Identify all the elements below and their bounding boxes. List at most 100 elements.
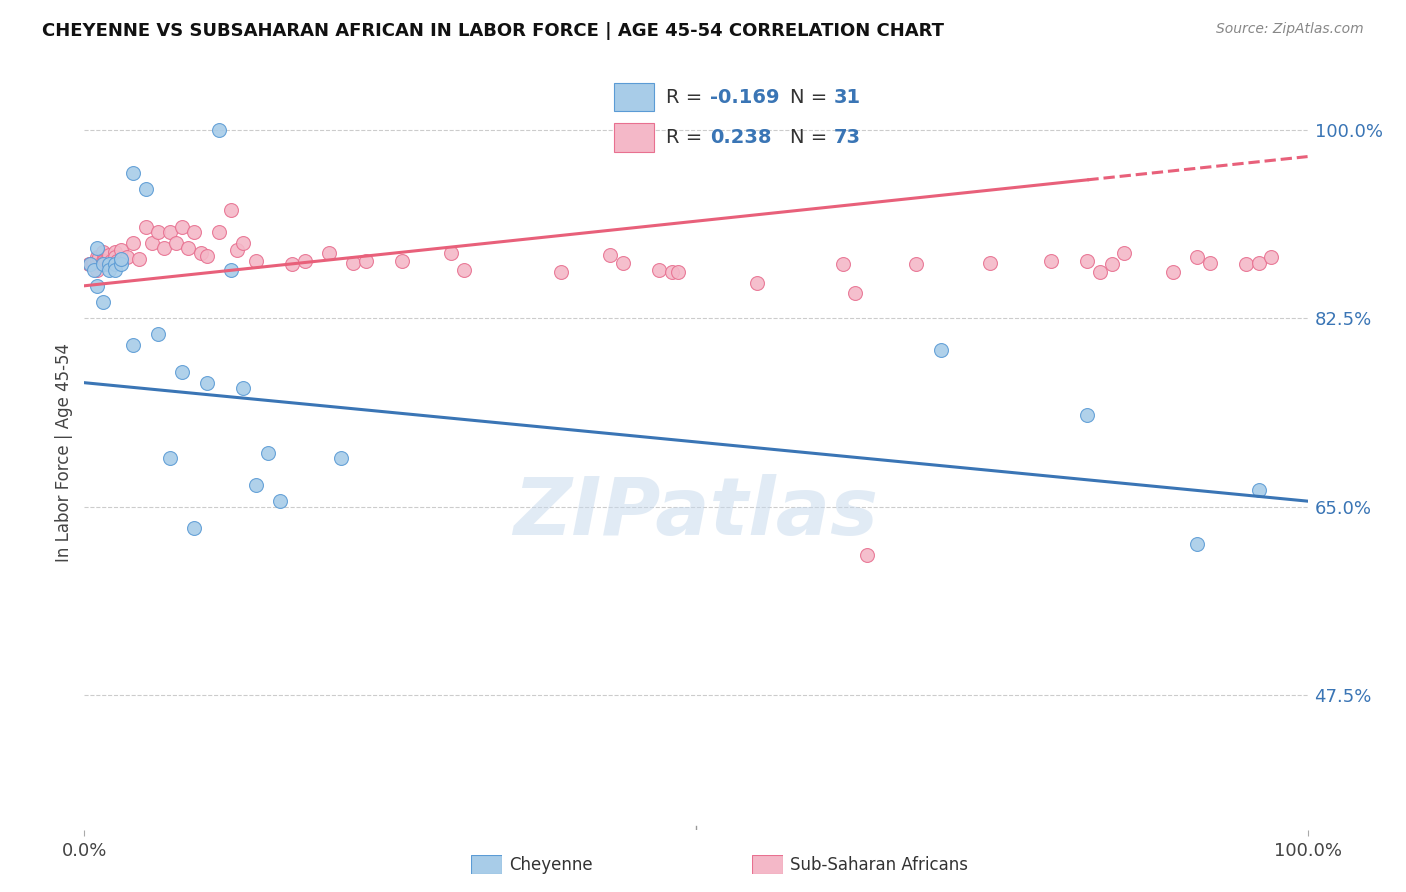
Point bbox=[97, 257, 120, 271]
Point bbox=[128, 252, 150, 266]
Point bbox=[94, 256, 117, 270]
Point bbox=[96, 254, 118, 268]
Point bbox=[612, 256, 634, 270]
Point bbox=[100, 254, 122, 268]
Point bbox=[929, 343, 952, 358]
Point bbox=[80, 257, 103, 271]
Point bbox=[1247, 256, 1270, 270]
FancyBboxPatch shape bbox=[614, 83, 654, 112]
Point bbox=[257, 446, 280, 460]
Point bbox=[1114, 246, 1136, 260]
Point bbox=[172, 365, 194, 379]
Point bbox=[1187, 250, 1209, 264]
Point bbox=[831, 257, 853, 271]
Text: N =: N = bbox=[790, 128, 834, 147]
Point bbox=[87, 250, 110, 264]
Point bbox=[599, 247, 621, 261]
Point bbox=[110, 252, 132, 266]
Point bbox=[146, 327, 169, 342]
Point bbox=[79, 257, 101, 271]
Point bbox=[330, 451, 353, 466]
Point bbox=[82, 256, 104, 270]
Point bbox=[318, 246, 340, 260]
Point bbox=[232, 235, 254, 250]
Point bbox=[195, 249, 218, 263]
Point bbox=[135, 182, 157, 196]
Text: Sub-Saharan Africans: Sub-Saharan Africans bbox=[790, 856, 969, 874]
Point bbox=[391, 254, 413, 268]
Point bbox=[91, 294, 114, 310]
Point bbox=[110, 244, 132, 258]
Point bbox=[1076, 408, 1098, 422]
Point bbox=[122, 166, 145, 180]
Point bbox=[226, 244, 249, 258]
Point bbox=[183, 521, 205, 535]
Point bbox=[856, 548, 879, 562]
Point bbox=[86, 254, 108, 268]
Point bbox=[208, 225, 231, 239]
Text: Source: ZipAtlas.com: Source: ZipAtlas.com bbox=[1216, 22, 1364, 37]
Point bbox=[1187, 537, 1209, 551]
Point bbox=[219, 203, 242, 218]
Point bbox=[661, 265, 683, 279]
Point bbox=[122, 235, 145, 250]
Point bbox=[1260, 250, 1282, 264]
Point bbox=[104, 262, 127, 277]
Point bbox=[97, 262, 120, 277]
Point bbox=[153, 241, 176, 255]
Point bbox=[159, 451, 181, 466]
Text: CHEYENNE VS SUBSAHARAN AFRICAN IN LABOR FORCE | AGE 45-54 CORRELATION CHART: CHEYENNE VS SUBSAHARAN AFRICAN IN LABOR … bbox=[42, 22, 945, 40]
Text: ZIPatlas: ZIPatlas bbox=[513, 474, 879, 552]
Point bbox=[208, 122, 231, 136]
Point bbox=[91, 254, 114, 268]
Text: N =: N = bbox=[790, 87, 834, 106]
Text: 0.238: 0.238 bbox=[710, 128, 772, 147]
Point bbox=[245, 478, 267, 492]
Point bbox=[1161, 265, 1184, 279]
Point bbox=[83, 256, 105, 270]
Point bbox=[86, 241, 108, 255]
Point bbox=[86, 278, 108, 293]
Point bbox=[648, 262, 671, 277]
Text: 31: 31 bbox=[834, 87, 860, 106]
Point bbox=[86, 262, 108, 277]
Point bbox=[1198, 256, 1220, 270]
Point bbox=[146, 225, 169, 239]
Point bbox=[77, 257, 100, 271]
Text: Cheyenne: Cheyenne bbox=[509, 856, 592, 874]
Point bbox=[183, 225, 205, 239]
Point bbox=[97, 257, 120, 271]
Point bbox=[269, 494, 291, 508]
Point bbox=[104, 250, 127, 264]
Point bbox=[550, 265, 572, 279]
Point bbox=[342, 256, 364, 270]
Point bbox=[453, 262, 475, 277]
Point bbox=[1101, 257, 1123, 271]
Point bbox=[747, 276, 769, 290]
Point bbox=[122, 338, 145, 352]
Point bbox=[98, 256, 121, 270]
Point bbox=[1088, 265, 1111, 279]
Text: R =: R = bbox=[666, 87, 709, 106]
Point bbox=[219, 262, 242, 277]
Point bbox=[93, 254, 115, 268]
Point bbox=[165, 235, 187, 250]
Point bbox=[135, 219, 157, 234]
Point bbox=[190, 246, 212, 260]
Point bbox=[86, 258, 108, 272]
Point bbox=[97, 247, 120, 261]
Point bbox=[1039, 254, 1062, 268]
Point bbox=[195, 376, 218, 390]
Text: -0.169: -0.169 bbox=[710, 87, 779, 106]
Point bbox=[666, 265, 689, 279]
Point bbox=[354, 254, 377, 268]
Text: 73: 73 bbox=[834, 128, 860, 147]
Point bbox=[172, 219, 194, 234]
Point bbox=[905, 257, 928, 271]
Point bbox=[1076, 254, 1098, 268]
Point bbox=[83, 262, 105, 277]
Point bbox=[232, 381, 254, 395]
Point bbox=[91, 257, 114, 271]
Point bbox=[979, 256, 1001, 270]
Point bbox=[844, 286, 866, 301]
